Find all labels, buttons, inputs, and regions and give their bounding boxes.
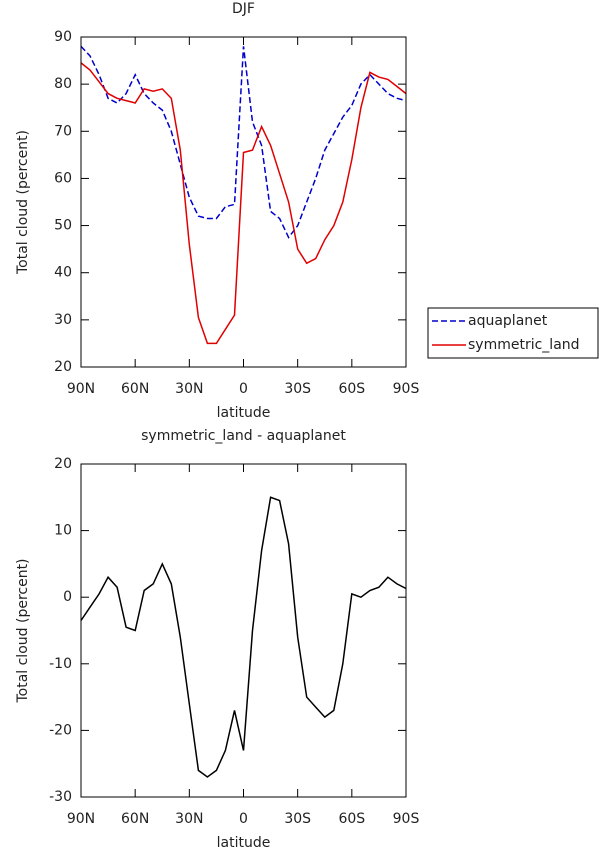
y-tick-label: -30: [49, 789, 72, 805]
plot-frame: [80, 463, 407, 798]
x-tick-label: 60N: [121, 811, 149, 827]
plot-frame: [80, 36, 407, 368]
y-tick-label: 90: [54, 29, 72, 45]
y-tick-label: 10: [54, 523, 72, 539]
y-tick-label: 70: [54, 123, 72, 139]
x-tick-label: 60S: [338, 381, 365, 397]
x-tick-label: 90N: [67, 381, 95, 397]
y-tick-label: -10: [49, 656, 72, 672]
y-axis-label: Total cloud (percent): [15, 130, 31, 275]
data-line: [80, 496, 407, 778]
x-tick-label: 30S: [284, 381, 311, 397]
x-tick-label: 30S: [284, 811, 311, 827]
x-tick-label: 60S: [338, 811, 365, 827]
data-line: [80, 62, 407, 345]
legend-label: aquaplanet: [468, 313, 548, 329]
x-tick-label: 30N: [175, 811, 203, 827]
x-tick-label: 60N: [121, 381, 149, 397]
y-tick-label: 60: [54, 170, 72, 186]
y-axis-label: Total cloud (percent): [15, 558, 31, 703]
x-tick-label: 0: [239, 381, 248, 397]
x-tick-label: 90N: [67, 811, 95, 827]
x-tick-label: 90S: [393, 811, 420, 827]
x-tick-label: 0: [239, 811, 248, 827]
x-axis-label: latitude: [217, 405, 271, 421]
x-tick-label: 90S: [393, 381, 420, 397]
y-tick-label: 40: [54, 265, 72, 281]
y-tick-label: 20: [54, 456, 72, 472]
chart-title: DJF: [232, 1, 255, 17]
y-tick-label: 80: [54, 76, 72, 92]
x-axis-label: latitude: [217, 835, 271, 851]
chart-title: symmetric_land - aquaplanet: [141, 428, 346, 444]
data-line: [80, 45, 407, 239]
y-tick-label: 0: [63, 589, 72, 605]
y-tick-label: 50: [54, 218, 72, 234]
x-tick-label: 30N: [175, 381, 203, 397]
legend-label: symmetric_land: [468, 337, 580, 353]
y-tick-label: -20: [49, 722, 72, 738]
y-tick-label: 30: [54, 312, 72, 328]
y-tick-label: 20: [54, 359, 72, 375]
legend-box: [427, 307, 599, 359]
